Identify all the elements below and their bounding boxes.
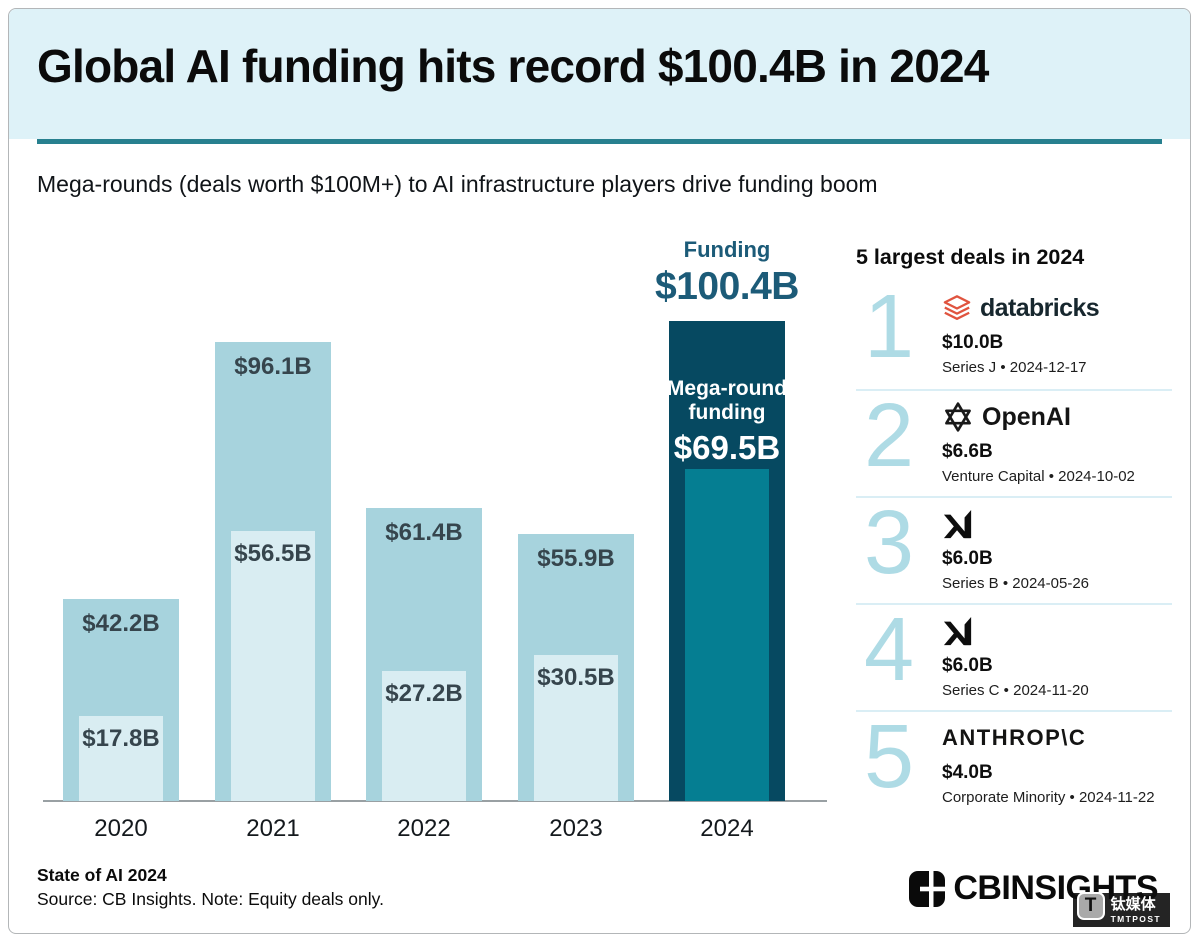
- funding-callout: Funding $100.4B: [627, 237, 827, 309]
- bar-total-label-2022: $61.4B: [385, 519, 463, 546]
- deal-amount: $6.6B: [942, 441, 993, 462]
- anthropic-logo: ANTHROP\C: [942, 721, 1172, 755]
- deal-row: 2 OpenAI $6.6B Venture Capital • 2024-10-…: [856, 389, 1172, 496]
- xai-icon: [943, 509, 972, 539]
- deal-row: 5 ANTHROP\C $4.0B Corporate Minority • 20…: [856, 710, 1172, 817]
- report-title-note: State of AI 2024: [37, 865, 167, 885]
- x-tick-2023: 2023: [549, 815, 603, 842]
- tmtpost-logo-icon: T: [1076, 892, 1105, 921]
- infographic-card: Global AI funding hits record $100.4B in…: [8, 8, 1191, 934]
- deal-content: $6.0B Series C • 2024-11-20: [942, 605, 1172, 699]
- deal-amount: $6.0B: [942, 548, 993, 569]
- bar-total-label-2020: $42.2B: [82, 610, 160, 637]
- deals-heading: 5 largest deals in 2024: [856, 245, 1085, 269]
- mega-round-callout-label: Mega-round funding: [666, 377, 788, 425]
- cbinsights-icon: [909, 870, 946, 907]
- deal-content: databricks $10.0B Series J • 2024-12-17: [942, 282, 1172, 377]
- deal-rows: 1 databricks $10.0B Series J • 2024-12-17…: [856, 282, 1172, 817]
- funding-callout-value: $100.4B: [655, 265, 799, 308]
- page-title: Global AI funding hits record $100.4B in…: [37, 40, 989, 92]
- tmtpost-english-name: TMTPOST: [1110, 913, 1161, 924]
- openai-wordmark: OpenAI: [982, 402, 1071, 431]
- tmtpost-watermark: T 钛媒体 TMTPOST: [1072, 892, 1170, 928]
- x-tick-2022: 2022: [397, 815, 451, 842]
- deal-rank: 5: [863, 707, 915, 807]
- bar-mega-2024: [685, 469, 769, 801]
- x-tick-2020: 2020: [94, 815, 148, 842]
- deal-rank: 4: [863, 600, 915, 700]
- deal-row: 1 databricks $10.0B Series J • 2024-12-17: [856, 282, 1172, 389]
- deal-row: 3 $6.0B Series B • 2024-05-26: [856, 496, 1172, 603]
- bar-mega-2021: [231, 531, 315, 801]
- deal-rank: 2: [863, 386, 915, 486]
- xai-icon: [943, 616, 972, 646]
- bar-mega-2020: [79, 716, 163, 801]
- deal-round-date: Corporate Minority • 2024-11-22: [942, 789, 1155, 806]
- deal-rank: 1: [863, 277, 915, 377]
- deal-amount: $4.0B: [942, 762, 993, 783]
- x-tick-2024: 2024: [700, 815, 754, 842]
- bar-mega-label-2020: $17.8B: [82, 725, 160, 752]
- xai-logo: [942, 507, 1172, 541]
- databricks-icon: [943, 294, 971, 320]
- deal-content: ANTHROP\C $4.0B Corporate Minority • 2024…: [942, 712, 1172, 806]
- deal-round-date: Series C • 2024-11-20: [942, 682, 1089, 699]
- databricks-logo: databricks: [942, 291, 1172, 325]
- deal-round-date: Venture Capital • 2024-10-02: [942, 468, 1135, 485]
- tmtpost-chinese-name: 钛媒体: [1110, 896, 1156, 913]
- openai-logo: OpenAI: [942, 400, 1172, 434]
- source-note: Source: CB Insights. Note: Equity deals …: [37, 889, 384, 909]
- deal-rank: 3: [863, 493, 915, 593]
- xai-logo: [942, 614, 1172, 648]
- bar-mega-2023: [534, 655, 618, 801]
- bar-mega-label-2022: $27.2B: [385, 680, 463, 707]
- deal-amount: $10.0B: [942, 332, 1004, 353]
- deal-row: 4 $6.0B Series C • 2024-11-20: [856, 603, 1172, 710]
- deal-content: OpenAI $6.6B Venture Capital • 2024-10-02: [942, 391, 1172, 485]
- mega-round-callout: Mega-round funding $69.5B: [647, 377, 807, 467]
- deal-amount: $6.0B: [942, 655, 993, 676]
- bar-mega-label-2023: $30.5B: [537, 664, 615, 691]
- deal-round-date: Series B • 2024-05-26: [942, 575, 1090, 592]
- largest-deals-panel: 5 largest deals in 2024 1 databricks $10…: [856, 245, 1172, 817]
- bar-mega-label-2021: $56.5B: [234, 540, 312, 567]
- bar-mega-2022: [382, 671, 466, 801]
- header-divider: [37, 139, 1162, 144]
- subtitle: Mega-rounds (deals worth $100M+) to AI i…: [37, 171, 878, 197]
- header-band: Global AI funding hits record $100.4B in…: [9, 9, 1190, 139]
- x-axis-line: [43, 800, 827, 803]
- deal-round-date: Series J • 2024-12-17: [942, 359, 1087, 376]
- deal-content: $6.0B Series B • 2024-05-26: [942, 498, 1172, 592]
- funding-callout-label: Funding: [683, 237, 771, 262]
- bar-total-label-2021: $96.1B: [234, 353, 312, 380]
- funding-bar-chart: $42.2B $17.8B 2020 $96.1B $56.5B 2021 $61.4B $2…: [43, 231, 827, 871]
- anthropic-wordmark: ANTHROP\C: [942, 725, 1087, 750]
- openai-icon: [945, 402, 971, 432]
- mega-round-callout-value: $69.5B: [673, 429, 781, 467]
- bar-total-label-2023: $55.9B: [537, 545, 615, 572]
- x-tick-2021: 2021: [246, 815, 300, 842]
- databricks-wordmark: databricks: [980, 293, 1100, 322]
